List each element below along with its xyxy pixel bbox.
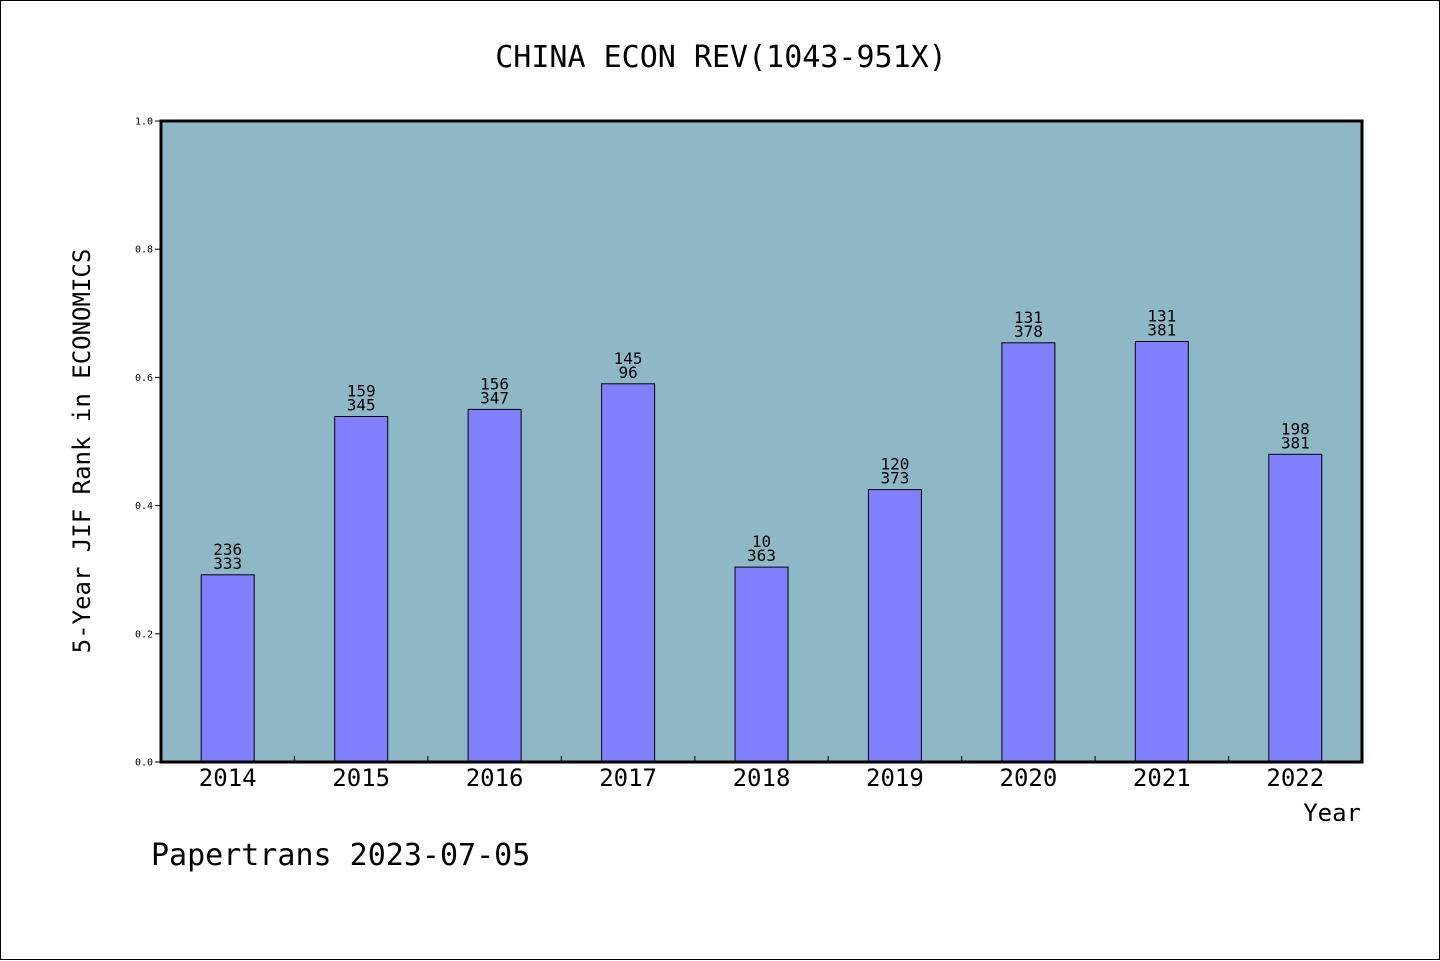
data-label-top-2017: 145 xyxy=(614,349,643,368)
bar-2015 xyxy=(334,416,389,763)
data-label-bottom-2018: 363 xyxy=(747,546,776,565)
y-tick-label: 1.0 xyxy=(135,117,153,128)
footer-credit: Papertrans 2023-07-05 xyxy=(151,838,530,873)
bar-2014 xyxy=(200,574,255,763)
data-label-bottom-2019: 373 xyxy=(880,469,909,488)
data-label-top-2022: 198 xyxy=(1281,419,1310,438)
y-tick-label: 0.4 xyxy=(135,501,153,512)
y-axis-label: 5-Year JIF Rank in ECONOMICS xyxy=(68,249,96,654)
data-label-bottom-2020: 378 xyxy=(1014,322,1043,341)
bar-2021 xyxy=(1134,341,1189,763)
data-label-top-2014: 236 xyxy=(213,540,242,559)
x-tick-label-2014: 2014 xyxy=(199,764,257,792)
data-label-top-2016: 156 xyxy=(480,374,509,393)
data-label-bottom-2015: 345 xyxy=(347,396,376,415)
bar-2022 xyxy=(1268,453,1323,763)
data-label-top-2021: 131 xyxy=(1147,307,1176,326)
data-label-top-2019: 120 xyxy=(880,455,909,474)
y-tick-label: 0.2 xyxy=(135,629,153,640)
x-axis: 2014 2015 2016 2017 2018 2019 2020 2021 2022 xyxy=(199,756,1324,792)
bars-group xyxy=(200,341,1323,763)
bar-2018 xyxy=(734,566,789,763)
data-label-bottom-2016: 347 xyxy=(480,388,509,407)
x-tick-label-2021: 2021 xyxy=(1133,764,1191,792)
x-tick-label-2018: 2018 xyxy=(733,764,791,792)
bar-2019 xyxy=(867,489,922,763)
data-label-top-2018: 10 xyxy=(752,532,771,551)
data-label-top-2015: 159 xyxy=(347,382,376,401)
y-tick-label: 0.6 xyxy=(135,373,153,384)
y-axis: 0.0 0.2 0.4 0.6 0.8 1.0 xyxy=(135,117,161,769)
x-tick-label-2017: 2017 xyxy=(599,764,657,792)
x-tick-label-2015: 2015 xyxy=(332,764,390,792)
x-tick-label-2020: 2020 xyxy=(1000,764,1058,792)
data-label-top-2020: 131 xyxy=(1014,308,1043,327)
y-tick-label: 0.0 xyxy=(135,758,153,769)
bar-2017 xyxy=(601,383,656,763)
y-tick-label: 0.8 xyxy=(135,245,153,256)
x-tick-label-2019: 2019 xyxy=(866,764,924,792)
bar-2020 xyxy=(1001,342,1056,763)
data-label-bottom-2021: 381 xyxy=(1147,321,1176,340)
plot-frame xyxy=(159,119,1364,764)
chart-title: CHINA ECON REV(1043-951X) xyxy=(495,40,947,75)
data-label-bottom-2017: 96 xyxy=(618,363,637,382)
data-label-bottom-2014: 333 xyxy=(213,554,242,573)
x-axis-label: Year xyxy=(1303,799,1361,827)
data-labels-group: 2363331593451563471459610363120373131378… xyxy=(213,307,1310,573)
x-tick-label-2022: 2022 xyxy=(1266,764,1324,792)
bar-2016 xyxy=(467,408,522,763)
data-label-bottom-2022: 381 xyxy=(1281,433,1310,452)
x-tick-label-2016: 2016 xyxy=(466,764,524,792)
